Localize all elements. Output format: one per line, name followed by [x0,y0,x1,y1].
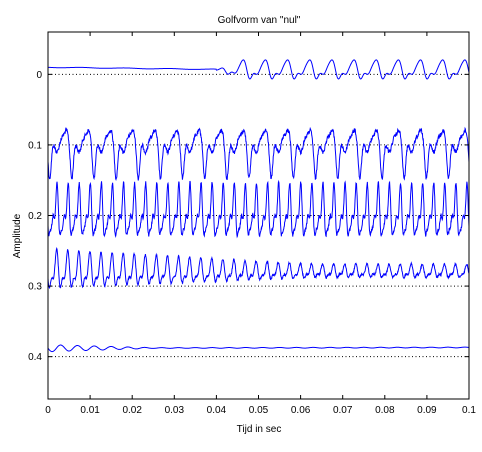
tick-group: 0 0.01 0.02 0.03 0.04 0.05 0.06 0.07 0.08 0.09 0.1… [28,32,476,416]
y-tick-label-0: 0 [36,70,42,81]
x-tick-label-5: 0.05 [249,405,269,416]
series-line-0 [47,59,470,80]
x-tick-label-7: 0.07 [333,405,353,416]
x-axis-label: Tijd in sec [237,424,282,435]
x-tick-label-4: 0.04 [207,405,227,416]
x-tick-label-0: 0 [45,405,51,416]
chart-title: Golfvorm van "nul" [218,15,301,26]
series-line-4 [47,344,470,353]
x-tick-label-2: 0.02 [122,405,142,416]
series-group [47,59,470,353]
x-tick-label-10: 0.1 [462,405,476,416]
x-tick-label-9: 0.09 [417,405,437,416]
y-tick-label-1: 0.1 [28,140,42,151]
x-tick-label-6: 0.06 [291,405,311,416]
y-tick-label-4: 0.4 [28,352,42,363]
series-line-1 [47,126,470,181]
y-tick-label-2: 0.2 [28,211,42,222]
y-axis-label: Amplitude [12,213,23,258]
series-line-3 [47,247,470,289]
x-tick-label-8: 0.08 [375,405,395,416]
x-tick-label-1: 0.01 [80,405,100,416]
plot-frame [47,31,470,400]
x-tick-label-3: 0.03 [165,405,185,416]
y-tick-label-3: 0.3 [28,282,42,293]
series-line-2 [47,179,470,239]
